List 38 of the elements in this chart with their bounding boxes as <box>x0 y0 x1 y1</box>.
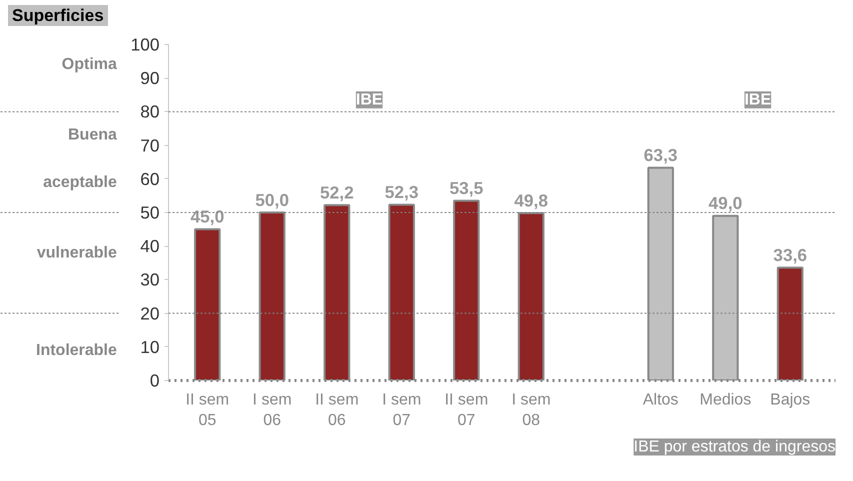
text: Buena <box>68 126 117 144</box>
data-label: 53,5 <box>450 178 484 198</box>
x-tick-label: Medios <box>700 392 752 408</box>
y-tick-label: 70 <box>140 135 160 156</box>
annotation: IBE <box>744 91 772 108</box>
data-label: 52,2 <box>320 182 354 202</box>
x-tick-label: Bajos <box>770 392 810 408</box>
annotation: IBE <box>356 91 383 108</box>
x-tick-label: Altos <box>642 392 678 408</box>
data-label: 45,0 <box>190 206 224 227</box>
y-tick-label: 50 <box>140 202 160 222</box>
data-label: 49,0 <box>708 193 742 214</box>
x-tick-label: I sem 06 <box>252 392 292 429</box>
text: aceptable <box>43 174 117 191</box>
y-tick-label: 30 <box>140 270 160 290</box>
y-tick-label: 60 <box>140 168 160 189</box>
y-tick-label: 10 <box>140 336 160 357</box>
y-tick-label: 40 <box>140 236 160 256</box>
x-tick-label: II sem 07 <box>444 392 488 429</box>
data-label: 33,6 <box>773 244 808 265</box>
y-tick-label: 90 <box>140 68 160 88</box>
text: Optima <box>62 56 117 74</box>
y-tick-label: 0 <box>150 370 160 390</box>
text: IBE por estratos de ingresos <box>634 438 836 456</box>
data-label: 63,3 <box>644 145 678 166</box>
x-tick-label: II sem 05 <box>186 392 230 429</box>
text: Intolerable <box>36 342 117 359</box>
y-tick-label: 100 <box>130 34 160 54</box>
y-tick-label: 20 <box>140 303 160 324</box>
y-tick-label: 80 <box>140 102 160 122</box>
x-tick-label: I sem 08 <box>512 392 551 429</box>
chart-title: Superficies <box>8 5 108 26</box>
data-label: 52,3 <box>384 182 419 202</box>
data-label: 50,0 <box>255 190 289 210</box>
data-label: 49,8 <box>514 190 548 210</box>
x-tick-label: I sem 07 <box>382 392 422 429</box>
text: vulnerable <box>36 244 117 262</box>
x-tick-label: II sem 06 <box>315 392 359 429</box>
